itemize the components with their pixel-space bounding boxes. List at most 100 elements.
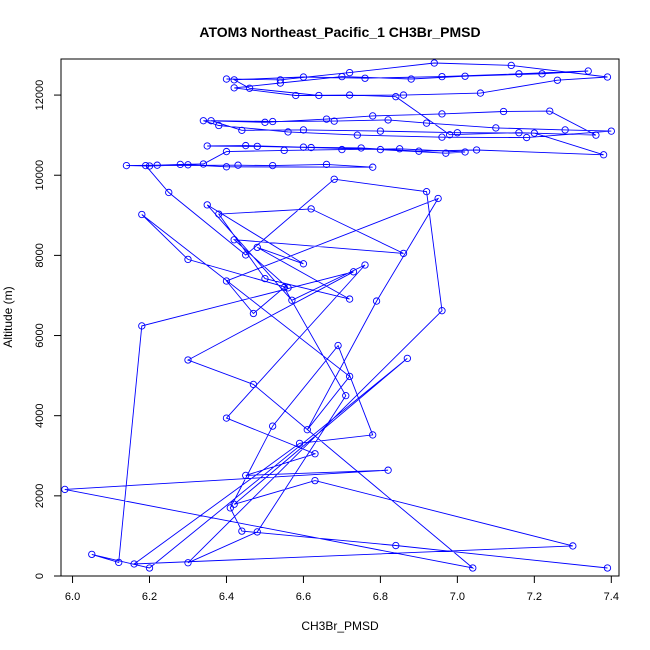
data-point: [338, 145, 346, 154]
data-point: [215, 210, 223, 218]
data-point: [492, 124, 500, 132]
data-point: [461, 72, 469, 80]
series-line: [64, 62, 612, 569]
data-point: [88, 550, 96, 559]
data-point: [334, 341, 342, 350]
data-point: [184, 356, 192, 364]
data-point: [145, 162, 154, 170]
data-point: [395, 145, 404, 153]
data-point: [322, 160, 331, 169]
data-point: [392, 93, 400, 101]
data-point: [253, 528, 261, 536]
data-point: [599, 151, 608, 159]
data-point: [345, 91, 354, 99]
data-point: [430, 59, 438, 67]
data-point: [345, 68, 354, 77]
data-point: [199, 117, 208, 125]
data-point: [446, 131, 454, 139]
data-point: [376, 127, 385, 135]
data-point: [61, 485, 69, 494]
data-point: [461, 148, 469, 156]
data-point: [322, 115, 331, 123]
data-point: [569, 542, 577, 550]
data-point: [222, 147, 231, 156]
x-tick-label: 6.0: [65, 591, 80, 603]
data-point: [434, 194, 442, 203]
x-tick-label: 6.2: [142, 591, 157, 603]
data-point: [280, 146, 288, 155]
data-point: [522, 133, 531, 142]
data-point: [311, 476, 319, 485]
data-point: [261, 118, 269, 126]
data-point: [238, 126, 246, 134]
data-point: [469, 564, 477, 572]
data-point: [222, 75, 231, 83]
data-point: [438, 110, 446, 118]
data-point: [507, 61, 515, 70]
data-point: [199, 160, 208, 168]
data-point: [603, 564, 612, 572]
y-tick-label: 4000: [34, 403, 46, 427]
data-point: [299, 143, 308, 151]
data-point: [299, 260, 308, 268]
data-point: [438, 307, 446, 315]
data-point: [222, 277, 231, 285]
data-point: [145, 564, 154, 572]
data-point: [369, 431, 377, 439]
data-point: [238, 527, 246, 535]
data-point: [207, 117, 215, 125]
data-point: [284, 284, 292, 292]
data-point: [384, 466, 392, 474]
x-tick-label: 6.4: [219, 591, 234, 603]
data-point: [376, 145, 385, 154]
data-point: [295, 439, 304, 447]
data-point: [153, 161, 161, 169]
data-point: [122, 161, 131, 170]
data-point: [245, 84, 254, 92]
data-point: [438, 133, 446, 141]
y-tick-label: 12000: [34, 80, 46, 111]
data-point: [253, 243, 261, 252]
y-tick-label: 6000: [34, 323, 46, 347]
data-point: [330, 175, 338, 183]
data-point: [184, 255, 192, 264]
data-point: [115, 558, 123, 567]
data-point: [422, 188, 431, 196]
data-point: [288, 296, 296, 304]
data-point: [442, 149, 450, 157]
data-point: [345, 372, 354, 381]
data-point: [538, 70, 546, 78]
data-point: [242, 141, 250, 150]
x-axis-label: CH3Br_PMSD: [301, 619, 379, 633]
data-point: [403, 354, 411, 363]
data-point: [357, 144, 365, 152]
data-point: [303, 426, 311, 434]
data-point: [369, 163, 377, 171]
data-point: [269, 117, 277, 126]
data-point: [184, 559, 192, 567]
data-point: [515, 129, 523, 137]
data-point: [230, 236, 238, 244]
data-point: [307, 205, 315, 213]
y-tick-label: 0: [34, 573, 46, 579]
data-point: [330, 117, 338, 125]
data-point: [311, 450, 319, 458]
y-tick-label: 8000: [34, 243, 46, 267]
data-point: [422, 119, 431, 127]
data-point: [249, 309, 258, 318]
x-tick-label: 7.2: [527, 591, 542, 603]
data-point: [399, 249, 408, 258]
data-point: [392, 541, 400, 550]
data-point: [515, 70, 523, 78]
data-point: [499, 107, 508, 116]
y-tick-label: 2000: [34, 484, 46, 508]
series-line: [64, 62, 612, 569]
data-point: [315, 91, 323, 100]
data-point: [345, 295, 354, 303]
data-point: [226, 504, 234, 512]
data-point: [438, 72, 446, 81]
data-point: [222, 163, 231, 171]
data-point: [280, 283, 288, 292]
data-point: [299, 73, 308, 81]
data-point: [230, 500, 238, 508]
